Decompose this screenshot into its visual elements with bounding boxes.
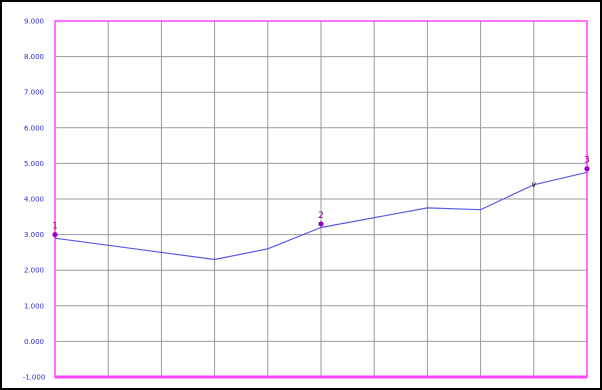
y-tick-label: 0.000 bbox=[24, 338, 44, 346]
y-tick-label: -1.000 bbox=[23, 374, 46, 382]
marker-point bbox=[584, 166, 590, 172]
y-tick-label: 6.000 bbox=[24, 124, 44, 132]
marker-label: 2 bbox=[318, 211, 324, 221]
y-tick-label: 3.000 bbox=[24, 231, 44, 239]
marker-label: 3 bbox=[584, 156, 590, 166]
y-tick-label: 7.000 bbox=[24, 89, 44, 97]
series-line bbox=[54, 171, 588, 261]
marker-label: 1 bbox=[52, 222, 58, 232]
y-tick-label: 9.000 bbox=[24, 18, 44, 26]
y-tick-label: 2.000 bbox=[24, 267, 44, 275]
marker-point bbox=[318, 221, 324, 227]
grid-layer bbox=[54, 20, 588, 379]
y-tick-label: 5.000 bbox=[24, 160, 44, 168]
point-glyph: v bbox=[531, 180, 536, 189]
series-layer bbox=[54, 171, 588, 261]
y-tick-label: 8.000 bbox=[24, 53, 44, 61]
markers-layer: 1 2 3 v bbox=[52, 156, 590, 238]
y-tick-label: 1.000 bbox=[24, 302, 44, 310]
marker-point bbox=[52, 232, 58, 238]
y-tick-label: 4.000 bbox=[24, 196, 44, 204]
y-axis-tick-labels: -1.000 0.000 1.000 2.000 3.000 4.000 5.000 6.00… bbox=[23, 18, 46, 382]
